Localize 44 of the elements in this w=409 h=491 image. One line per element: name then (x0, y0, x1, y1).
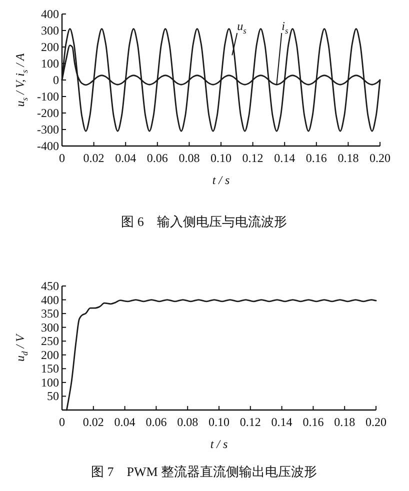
y-tick-label: 350 (41, 306, 59, 321)
text: 图 6 输入侧电压与电流波形 (121, 214, 287, 229)
y-tick-label: 200 (41, 40, 59, 54)
x-tick-label: 0.12 (240, 415, 261, 429)
y-tick-label: 50 (47, 389, 59, 404)
x-tick-label: 0.14 (274, 151, 296, 165)
y-tick-label: 450 (41, 279, 59, 293)
x-tick-label: 0.14 (271, 415, 292, 429)
y-tick-label: -100 (37, 90, 59, 104)
x-tick-label: 0.16 (306, 151, 327, 165)
y-tick-label: 200 (41, 348, 59, 362)
x-tick-label: 0.06 (146, 415, 167, 429)
x-tick-label: 0.04 (115, 151, 136, 165)
x-tick-label: 0.08 (178, 151, 200, 165)
y-tick-label: 400 (41, 7, 59, 21)
x-tick-label: 0.02 (83, 151, 104, 165)
y-tick-label: -200 (37, 106, 59, 120)
y-tick-label: 300 (41, 320, 59, 334)
y-tick-label: 0 (53, 73, 59, 87)
x-tick-label: 0.04 (114, 415, 136, 429)
y-tick-label: -300 (37, 122, 59, 136)
x-tick-label: 0.18 (338, 151, 359, 165)
x-tick-label: 0.06 (146, 151, 168, 165)
text: 图 7 PWM 整流器直流侧输出电压波形 (90, 464, 318, 479)
x-tick-label: 0.18 (334, 415, 356, 429)
y-tick-label: 300 (41, 24, 59, 38)
annotation: u$_{s}$ (237, 19, 246, 36)
y-tick-label: 100 (41, 56, 59, 70)
x-tick-label: 0.12 (242, 151, 264, 165)
x-tick-label: 0.02 (82, 415, 104, 429)
y-tick-label: 150 (41, 362, 59, 376)
annotation: i$_{s}$ (282, 19, 288, 36)
x-axis-title: t / s (210, 437, 228, 451)
x-axis-title: t / s (212, 173, 230, 187)
x-tick-label: 0.20 (366, 415, 386, 429)
y-tick-label: -400 (37, 139, 59, 153)
x-tick-label: 0.16 (302, 415, 324, 429)
x-tick-label: 0.10 (208, 415, 230, 429)
x-tick-label: 0.08 (177, 415, 198, 429)
x-tick-label: 0.20 (370, 151, 390, 165)
y-tick-label: 250 (41, 334, 59, 348)
y-tick-label: 100 (41, 375, 59, 390)
y-tick-label: 400 (41, 292, 59, 307)
x-tick-label: 0.10 (210, 151, 232, 165)
